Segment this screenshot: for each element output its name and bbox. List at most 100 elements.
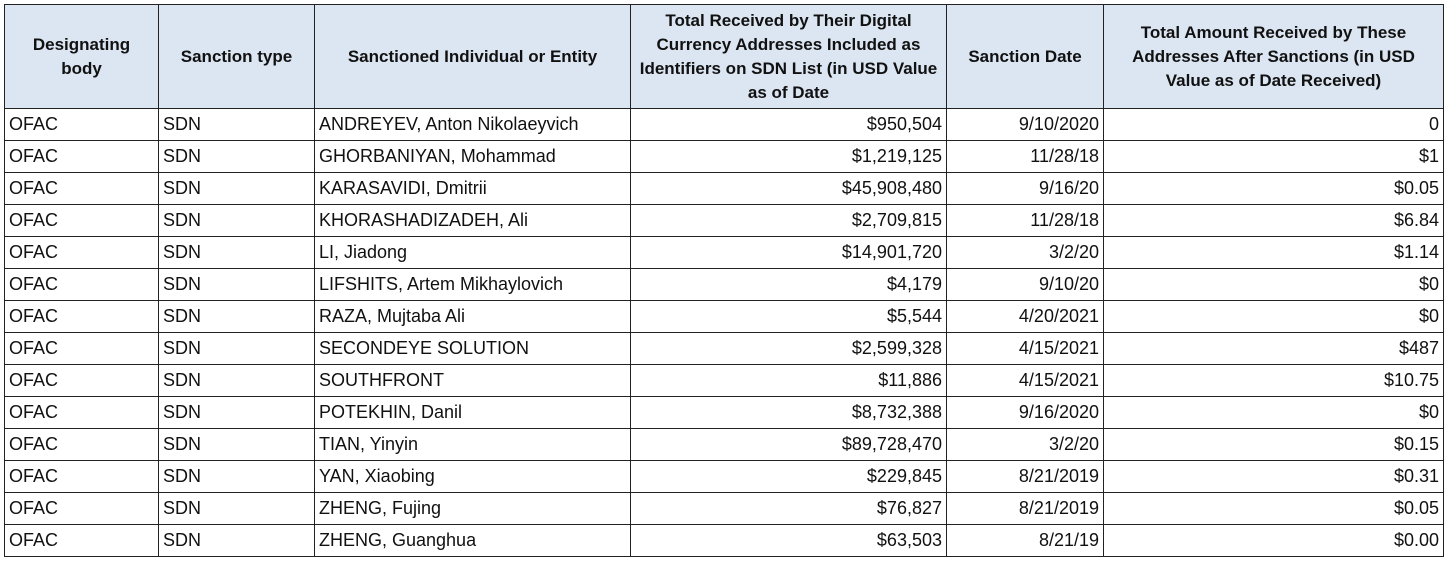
table-cell: OFAC xyxy=(4,428,159,461)
table-cell: ZHENG, Guanghua xyxy=(314,524,631,557)
table-cell: 4/15/2021 xyxy=(946,364,1104,397)
table-cell: $0 xyxy=(1103,300,1444,333)
table-row: OFAC SDN YAN, Xiaobing $229,845 8/21/2019 $0.… xyxy=(4,460,1444,493)
table-cell: SOUTHFRONT xyxy=(314,364,631,397)
table-cell: ZHENG, Fujing xyxy=(314,492,631,525)
table-cell: SDN xyxy=(158,172,315,205)
table-cell: $0.31 xyxy=(1103,460,1444,493)
table-row: OFAC SDN KARASAVIDI, Dmitrii $45,908,480 9/1… xyxy=(4,172,1444,205)
table-row: OFAC SDN LIFSHITS, Artem Mikhaylovich $4,17… xyxy=(4,268,1444,301)
table-cell: 8/21/2019 xyxy=(946,460,1104,493)
table-row: OFAC SDN ZHENG, Fujing $76,827 8/21/2019 $0.0… xyxy=(4,492,1444,525)
table-cell: $0.15 xyxy=(1103,428,1444,461)
table-cell: 9/16/2020 xyxy=(946,396,1104,429)
table-cell: SECONDEYE SOLUTION xyxy=(314,332,631,365)
table-cell: 9/10/20 xyxy=(946,268,1104,301)
header-cell: Designating body xyxy=(4,4,159,109)
table-row: OFAC SDN TIAN, Yinyin $89,728,470 3/2/20 $0.1… xyxy=(4,428,1444,461)
table-cell: OFAC xyxy=(4,140,159,173)
table-row: OFAC SDN ZHENG, Guanghua $63,503 8/21/19 $0.0… xyxy=(4,524,1444,557)
table-cell: KARASAVIDI, Dmitrii xyxy=(314,172,631,205)
table-cell: $63,503 xyxy=(630,524,947,557)
table-cell: KHORASHADIZADEH, Ali xyxy=(314,204,631,237)
table-cell: $0.00 xyxy=(1103,524,1444,557)
table-cell: SDN xyxy=(158,364,315,397)
table-cell: SDN xyxy=(158,108,315,141)
table-header: Designating body Sanction type Sanctioned … xyxy=(4,4,1444,109)
table-cell: OFAC xyxy=(4,524,159,557)
table-row: OFAC SDN SECONDEYE SOLUTION $2,599,328 4/15/… xyxy=(4,332,1444,365)
table-cell: OFAC xyxy=(4,268,159,301)
table-cell: $4,179 xyxy=(630,268,947,301)
table-cell: $950,504 xyxy=(630,108,947,141)
table-cell: GHORBANIYAN, Mohammad xyxy=(314,140,631,173)
table-cell: $229,845 xyxy=(630,460,947,493)
table-cell: ANDREYEV, Anton Nikolaeyvich xyxy=(314,108,631,141)
table-cell: OFAC xyxy=(4,332,159,365)
header-cell: Sanction Date xyxy=(946,4,1104,109)
table-cell: $11,886 xyxy=(630,364,947,397)
table-cell: 9/16/20 xyxy=(946,172,1104,205)
table-cell: $6.84 xyxy=(1103,204,1444,237)
header-cell: Total Received by Their Digital Currency… xyxy=(630,4,947,109)
table-row: OFAC SDN SOUTHFRONT $11,886 4/15/2021 $10.75 xyxy=(4,364,1444,397)
table-cell: $1,219,125 xyxy=(630,140,947,173)
table-row: OFAC SDN GHORBANIYAN, Mohammad $1,219,125 11… xyxy=(4,140,1444,173)
table-row: OFAC SDN KHORASHADIZADEH, Ali $2,709,815 11/… xyxy=(4,204,1444,237)
table-cell: SDN xyxy=(158,204,315,237)
table-cell: $76,827 xyxy=(630,492,947,525)
table-cell: $2,709,815 xyxy=(630,204,947,237)
table-cell: 3/2/20 xyxy=(946,236,1104,269)
table-cell: $1 xyxy=(1103,140,1444,173)
table-cell: $10.75 xyxy=(1103,364,1444,397)
table-cell: 11/28/18 xyxy=(946,140,1104,173)
table-row: OFAC SDN LI, Jiadong $14,901,720 3/2/20 $1.14 xyxy=(4,236,1444,269)
table-cell: LIFSHITS, Artem Mikhaylovich xyxy=(314,268,631,301)
table-cell: $5,544 xyxy=(630,300,947,333)
table-cell: SDN xyxy=(158,300,315,333)
table-cell: SDN xyxy=(158,332,315,365)
table-cell: $0 xyxy=(1103,268,1444,301)
table-cell: YAN, Xiaobing xyxy=(314,460,631,493)
table-cell: 4/15/2021 xyxy=(946,332,1104,365)
table-cell: 4/20/2021 xyxy=(946,300,1104,333)
header-cell: Sanctioned Individual or Entity xyxy=(314,4,631,109)
table-cell: 8/21/2019 xyxy=(946,492,1104,525)
header-cell: Sanction type xyxy=(158,4,315,109)
table-cell: $0.05 xyxy=(1103,172,1444,205)
table-cell: $2,599,328 xyxy=(630,332,947,365)
table-cell: OFAC xyxy=(4,204,159,237)
table-cell: OFAC xyxy=(4,300,159,333)
header-cell: Total Amount Received by These Addresses… xyxy=(1103,4,1444,109)
table-cell: SDN xyxy=(158,460,315,493)
table-cell: SDN xyxy=(158,236,315,269)
table-cell: SDN xyxy=(158,524,315,557)
table-cell: OFAC xyxy=(4,364,159,397)
table-row: OFAC SDN ANDREYEV, Anton Nikolaeyvich $950,… xyxy=(4,108,1444,141)
table-cell: OFAC xyxy=(4,460,159,493)
table-cell: 11/28/18 xyxy=(946,204,1104,237)
table-cell: $0 xyxy=(1103,396,1444,429)
table-cell: $89,728,470 xyxy=(630,428,947,461)
table-cell: SDN xyxy=(158,428,315,461)
table-cell: SDN xyxy=(158,492,315,525)
table-cell: TIAN, Yinyin xyxy=(314,428,631,461)
table-cell: OFAC xyxy=(4,236,159,269)
table-cell: RAZA, Mujtaba Ali xyxy=(314,300,631,333)
table-cell: $0.05 xyxy=(1103,492,1444,525)
table-cell: 3/2/20 xyxy=(946,428,1104,461)
table-cell: POTEKHIN, Danil xyxy=(314,396,631,429)
table-cell: OFAC xyxy=(4,396,159,429)
table-cell: SDN xyxy=(158,268,315,301)
table-cell: 0 xyxy=(1103,108,1444,141)
table-row: OFAC SDN POTEKHIN, Danil $8,732,388 9/16/202… xyxy=(4,396,1444,429)
header-row: Designating body Sanction type Sanctioned … xyxy=(4,4,1444,109)
table-cell: SDN xyxy=(158,140,315,173)
table-cell: OFAC xyxy=(4,108,159,141)
sanctions-table: Designating body Sanction type Sanctioned … xyxy=(4,4,1444,557)
table-cell: $1.14 xyxy=(1103,236,1444,269)
table-cell: $14,901,720 xyxy=(630,236,947,269)
table-cell: 9/10/2020 xyxy=(946,108,1104,141)
table-cell: $487 xyxy=(1103,332,1444,365)
